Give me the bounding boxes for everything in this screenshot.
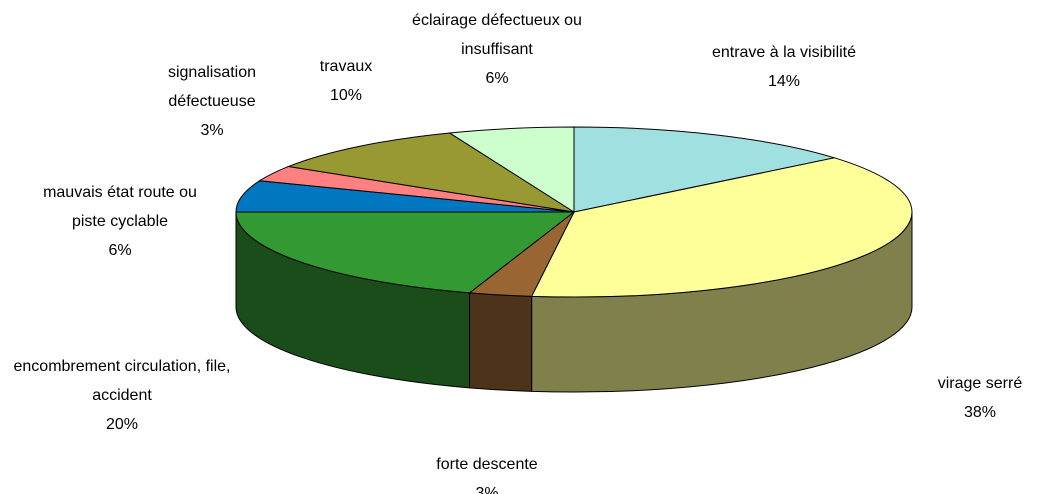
category-label: éclairage défectueux ou insuffisant <box>412 12 582 58</box>
slice <box>530 157 913 298</box>
slice-side <box>469 292 533 392</box>
slice-label: entrave à la visibilité 14% <box>654 38 914 96</box>
slice-label: éclairage défectueux ou insuffisant 6% <box>397 6 597 93</box>
slice-label: encombrement circulation, file, accident… <box>2 352 242 439</box>
value-label: 6% <box>485 70 509 87</box>
slice <box>235 211 576 294</box>
slice <box>235 180 575 213</box>
category-label: signalisation défectueuse <box>167 64 257 110</box>
value-label: 3% <box>200 122 224 139</box>
category-label: travaux <box>319 58 373 75</box>
category-label: forte descente <box>436 456 538 473</box>
value-label: 14% <box>767 73 801 90</box>
value-label: 3% <box>475 485 499 494</box>
category-label: entrave à la visibilité <box>711 44 857 61</box>
slice-label: forte descente 3% <box>387 450 587 494</box>
value-label: 6% <box>108 242 132 259</box>
slice-label: travaux 10% <box>296 52 396 110</box>
value-label: 10% <box>329 87 363 104</box>
slice-label: virage serré 38% <box>900 369 1046 427</box>
value-label: 20% <box>105 416 139 433</box>
slice <box>573 126 835 213</box>
slice <box>448 126 575 213</box>
category-label: encombrement circulation, file, accident <box>13 358 231 404</box>
slice-label: mauvais état route ou piste cyclable 6% <box>30 178 210 265</box>
category-label: virage serré <box>937 375 1023 392</box>
value-label: 38% <box>963 404 997 421</box>
slice <box>286 132 575 213</box>
slice-label: signalisation défectueuse 3% <box>152 58 272 145</box>
category-label: mauvais état route ou piste cyclable <box>43 184 197 230</box>
